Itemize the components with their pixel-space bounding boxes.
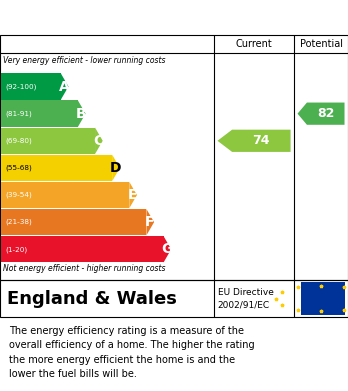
Bar [1, 209, 147, 235]
Text: (39-54): (39-54) [5, 192, 32, 198]
Polygon shape [164, 236, 171, 262]
Text: (69-80): (69-80) [5, 138, 32, 144]
Bar [1, 182, 129, 208]
Text: Very energy efficient - lower running costs: Very energy efficient - lower running co… [3, 56, 166, 65]
Text: E: E [128, 188, 137, 202]
Text: The energy efficiency rating is a measure of the
overall efficiency of a home. T: The energy efficiency rating is a measur… [9, 326, 254, 379]
Text: (55-68): (55-68) [5, 165, 32, 171]
Bar [1, 127, 95, 154]
Polygon shape [218, 130, 291, 152]
Polygon shape [61, 74, 69, 100]
Bar [1, 155, 112, 181]
Text: Energy Efficiency Rating: Energy Efficiency Rating [9, 10, 219, 25]
Text: Potential: Potential [300, 39, 342, 49]
Text: Not energy efficient - higher running costs: Not energy efficient - higher running co… [3, 264, 166, 273]
Bar [301, 282, 345, 315]
Polygon shape [298, 102, 345, 125]
Bar [1, 74, 61, 100]
Bar [1, 100, 78, 127]
Text: Current: Current [236, 39, 272, 49]
Polygon shape [129, 182, 137, 208]
Text: England & Wales: England & Wales [7, 289, 177, 307]
Text: B: B [76, 107, 86, 121]
Text: G: G [161, 242, 172, 256]
Text: F: F [145, 215, 154, 229]
Text: (21-38): (21-38) [5, 219, 32, 226]
Text: 2002/91/EC: 2002/91/EC [218, 301, 270, 310]
Polygon shape [112, 155, 120, 181]
Text: EU Directive: EU Directive [218, 289, 274, 298]
Polygon shape [147, 209, 154, 235]
Text: (1-20): (1-20) [5, 246, 27, 253]
Text: (92-100): (92-100) [5, 83, 37, 90]
Text: (81-91): (81-91) [5, 110, 32, 117]
Bar [1, 236, 164, 262]
Text: A: A [58, 79, 69, 93]
Text: 82: 82 [317, 107, 334, 120]
Text: 74: 74 [253, 134, 270, 147]
Polygon shape [95, 127, 103, 154]
Text: D: D [110, 161, 121, 175]
Polygon shape [78, 100, 86, 127]
Text: C: C [93, 134, 103, 148]
